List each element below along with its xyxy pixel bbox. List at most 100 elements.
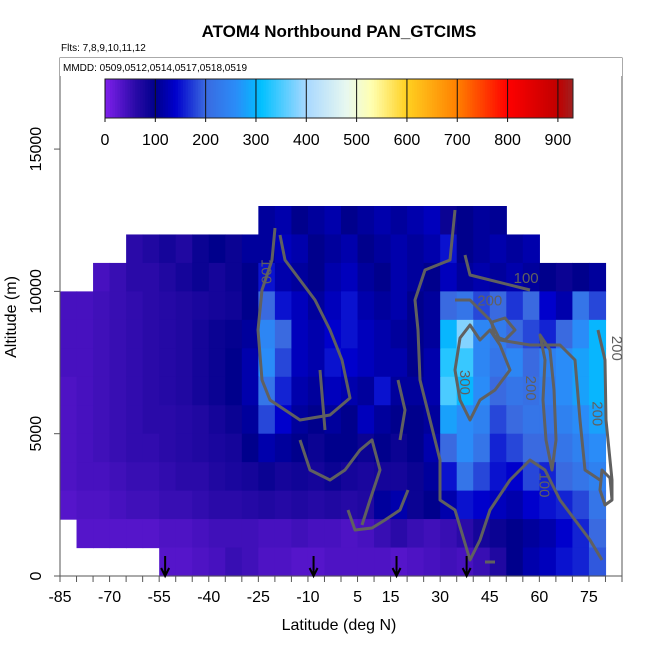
annotation-bg <box>60 58 622 76</box>
heatmap-cell <box>423 376 441 406</box>
heatmap-cell <box>539 547 557 577</box>
heatmap-cells <box>60 206 607 577</box>
colorbar-swatch <box>351 79 355 118</box>
contour-line <box>413 209 604 562</box>
heatmap-cell <box>374 519 392 549</box>
heatmap-cell <box>489 348 507 378</box>
heatmap-cell <box>390 319 408 349</box>
heatmap-cell <box>192 376 210 406</box>
colorbar-swatch <box>525 79 529 118</box>
colorbar-swatch <box>399 79 403 118</box>
colorbar-swatch <box>261 79 265 118</box>
heatmap-cell <box>357 206 375 236</box>
heatmap-cell <box>307 405 326 435</box>
heatmap-cell <box>258 547 276 577</box>
colorbar-swatch <box>333 79 337 118</box>
heatmap-cell <box>423 348 441 378</box>
heatmap-cell <box>142 234 160 264</box>
heatmap-cell <box>60 433 78 463</box>
heatmap-cell <box>324 234 342 264</box>
heatmap-cell <box>159 547 177 577</box>
colorbar-swatch <box>344 79 348 118</box>
heatmap-cell <box>506 490 524 520</box>
flight-marker-arrow-icon <box>461 556 472 579</box>
colorbar-swatch <box>567 79 571 118</box>
heatmap-cell <box>142 462 160 492</box>
colorbar-swatch <box>258 79 262 118</box>
colorbar-swatch <box>308 79 312 118</box>
heatmap-cell <box>374 206 392 236</box>
colorbar-swatch <box>142 79 146 118</box>
heatmap-cell <box>440 433 458 463</box>
heatmap-cell <box>208 433 226 463</box>
heatmap-cell <box>274 262 293 292</box>
heatmap-cell <box>192 547 210 577</box>
contour-label: 100 <box>535 472 552 497</box>
heatmap-cell <box>423 547 441 577</box>
heatmap-cell <box>357 405 375 435</box>
heatmap-cell <box>588 405 607 435</box>
colorbar-swatch <box>384 79 388 118</box>
heatmap-cell <box>407 234 425 264</box>
heatmap-cell <box>175 433 193 463</box>
heatmap-cell <box>572 262 590 292</box>
colorbar-swatch <box>379 79 383 118</box>
colorbar-swatch <box>122 79 126 118</box>
contour-label: 200 <box>588 401 605 426</box>
heatmap-cell <box>341 234 359 264</box>
heatmap-cell <box>440 291 458 321</box>
colorbar-swatch <box>243 79 247 118</box>
heatmap-cell <box>456 262 474 292</box>
heatmap-cell <box>192 262 210 292</box>
heatmap-cell <box>407 206 425 236</box>
heatmap-cell <box>374 291 392 321</box>
heatmap-cell <box>291 376 309 406</box>
colorbar-swatch <box>396 79 400 118</box>
heatmap-cell <box>274 490 293 520</box>
heatmap-cell <box>109 262 127 292</box>
colorbar-swatch <box>369 79 373 118</box>
heatmap-cell <box>274 519 293 549</box>
heatmap-cell <box>374 547 392 577</box>
heatmap-cell <box>572 519 590 549</box>
heatmap-cell <box>357 462 375 492</box>
heatmap-cell <box>126 262 144 292</box>
heatmap-cell <box>142 262 160 292</box>
heatmap-cell <box>489 519 507 549</box>
colorbar-swatch <box>283 79 287 118</box>
colorbar-swatch <box>210 79 214 118</box>
heatmap-cell <box>109 519 127 549</box>
heatmap-cell <box>159 376 177 406</box>
colorbar-tick-label: 700 <box>444 132 471 149</box>
heatmap-cell <box>225 319 243 349</box>
heatmap-cell <box>555 319 574 349</box>
x-tick-label: -40 <box>197 589 220 606</box>
heatmap-cell <box>456 405 474 435</box>
chart-title: ATOM4 Northbound PAN_GTCIMS <box>202 22 477 41</box>
heatmap-cell <box>175 519 193 549</box>
heatmap-cell <box>588 376 607 406</box>
heatmap-cell <box>175 291 193 321</box>
colorbar-swatch <box>180 79 184 118</box>
heatmap-cell <box>522 433 540 463</box>
colorbar-swatch <box>391 79 395 118</box>
heatmap-cell <box>126 319 144 349</box>
contour-label: 100 <box>514 270 539 287</box>
contour-lines <box>256 209 614 564</box>
colorbar-swatch <box>130 79 134 118</box>
heatmap-cell <box>506 291 524 321</box>
colorbar-swatch <box>376 79 380 118</box>
heatmap-cell <box>539 262 557 292</box>
colorbar-swatch <box>359 79 363 118</box>
colorbar-swatch <box>218 79 222 118</box>
heatmap-cell <box>60 462 78 492</box>
heatmap-cell <box>258 519 276 549</box>
heatmap-cell <box>76 376 94 406</box>
colorbar-swatch <box>401 79 405 118</box>
colorbar-swatch <box>311 79 315 118</box>
colorbar-swatch <box>313 79 317 118</box>
heatmap-cell <box>225 262 243 292</box>
colorbar-swatch <box>371 79 375 118</box>
heatmap-cell <box>357 234 375 264</box>
colorbar-swatch <box>298 79 302 118</box>
